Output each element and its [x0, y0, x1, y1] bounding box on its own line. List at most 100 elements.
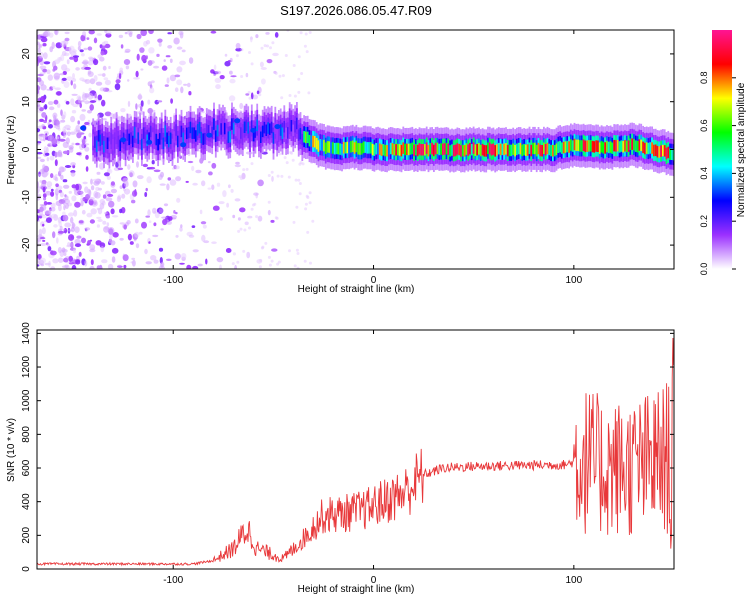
noise-blob: [303, 44, 307, 48]
noise-blob: [161, 216, 168, 219]
noise-blob: [305, 194, 309, 198]
ridge-cell: [173, 131, 176, 143]
noise-blob: [275, 216, 279, 220]
noise-blob: [91, 247, 95, 250]
ridge-cell: [382, 144, 385, 156]
noise-blob: [89, 265, 95, 269]
noise-blob: [294, 178, 298, 182]
noise-blob: [188, 57, 194, 64]
noise-blob: [167, 32, 172, 35]
noise-blob: [102, 220, 107, 225]
snr-xlabel: Height of straight line (km): [298, 584, 415, 595]
ridge-cell: [598, 142, 601, 154]
noise-blob: [208, 171, 213, 176]
ridge-cell: [169, 132, 172, 145]
ridge-cell: [557, 141, 560, 153]
noise-blob: [145, 187, 148, 192]
colorbar-ticks: 0.0 0.2 0.4 0.6 0.8: [699, 72, 736, 275]
noise-blob: [297, 90, 301, 94]
noise-blob: [135, 243, 140, 249]
ridge-cell: [301, 133, 304, 146]
noise-blob: [46, 181, 53, 188]
ridge-cell: [452, 145, 455, 157]
noise-blob: [87, 109, 92, 114]
ridge-cell: [193, 127, 195, 139]
ridge-cell: [220, 123, 223, 135]
noise-blob: [73, 83, 77, 90]
ridge-cell: [667, 146, 670, 159]
noise-blob: [37, 142, 41, 146]
ridge-cell: [397, 143, 399, 156]
ridge-cell: [137, 132, 140, 144]
noise-blob: [47, 101, 54, 106]
noise-blob: [175, 211, 178, 215]
noise-blob: [81, 209, 86, 215]
ridge-cell: [416, 144, 419, 157]
ridge-cell: [144, 131, 147, 144]
noise-blob: [74, 243, 82, 248]
noise-blob: [187, 160, 194, 164]
ridge-cell: [629, 138, 632, 150]
noise-blob: [133, 77, 140, 80]
noise-blob: [256, 90, 260, 95]
ridge-cell: [469, 142, 471, 155]
noise-blob: [151, 160, 155, 165]
noise-blob: [58, 257, 64, 263]
noise-blob: [71, 109, 77, 114]
ridge-cell: [595, 140, 598, 152]
noise-blob: [64, 37, 70, 42]
noise-blob: [219, 75, 225, 80]
ridge-cell: [593, 141, 596, 153]
ridge-cell: [243, 121, 246, 133]
noise-blob: [68, 255, 73, 262]
ridge-cell: [141, 138, 143, 151]
ridge-cell: [609, 141, 612, 153]
noise-blob: [59, 153, 63, 158]
ridge-cell: [306, 131, 309, 144]
noise-blob: [127, 164, 131, 170]
ridge-cell: [319, 139, 322, 151]
noise-blob: [270, 219, 275, 223]
noise-blob: [250, 36, 253, 40]
ridge-cell: [236, 127, 239, 139]
noise-blob: [136, 33, 142, 40]
noise-blob: [71, 93, 78, 96]
noise-blob: [284, 54, 288, 57]
noise-blob: [88, 87, 92, 92]
noise-blob: [83, 47, 88, 51]
ridge-cell: [184, 134, 186, 147]
ridge-cell: [647, 142, 650, 155]
ridge-cell: [645, 142, 648, 154]
noise-blob: [192, 249, 199, 253]
ridge-cell: [487, 142, 489, 154]
noise-blob: [115, 161, 119, 169]
noise-blob: [117, 167, 124, 171]
noise-blob: [295, 205, 299, 209]
colorbar-tick-label: 0.8: [699, 72, 709, 85]
ridge-cell: [312, 135, 314, 148]
noise-blob: [176, 79, 183, 86]
ridge-cell: [113, 137, 116, 149]
ridge-cell: [377, 142, 379, 154]
ridge-cell: [488, 142, 491, 155]
noise-blob: [80, 200, 84, 207]
ridge-cell: [415, 143, 417, 156]
noise-blob: [54, 30, 58, 35]
noise-blob: [201, 180, 206, 187]
ridge-cell: [505, 143, 507, 155]
noise-blob: [39, 180, 43, 183]
ridge-spot: [274, 124, 281, 130]
ridge-cell: [360, 143, 363, 155]
ridge-cell: [209, 125, 212, 138]
ridge-cell: [124, 139, 127, 151]
ridge-cell: [182, 132, 185, 145]
noise-blob: [38, 193, 42, 200]
noise-blob: [297, 55, 301, 59]
ridge-cell: [622, 141, 625, 153]
ridge-cell: [627, 140, 630, 152]
spectrogram-marks: [37, 30, 674, 269]
ridge-cell: [548, 143, 551, 156]
ridge-cell: [155, 133, 158, 146]
